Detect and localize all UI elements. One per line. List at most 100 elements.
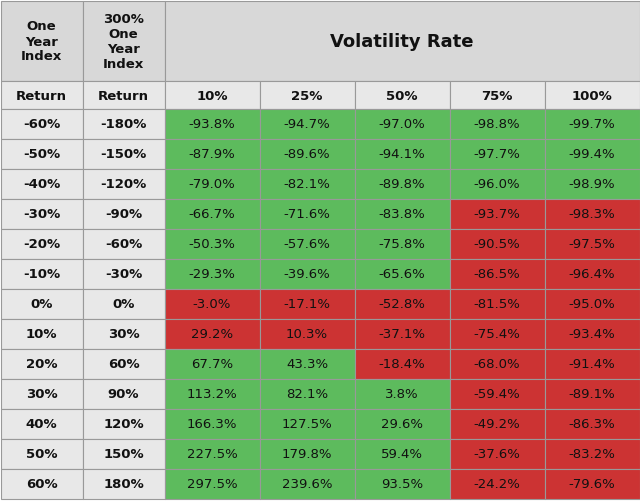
Text: -86.3%: -86.3%: [568, 418, 616, 431]
Text: -97.0%: -97.0%: [379, 118, 426, 131]
Bar: [355, 260, 449, 290]
Text: -96.4%: -96.4%: [569, 268, 615, 281]
Text: -89.8%: -89.8%: [379, 178, 426, 191]
Text: 20%: 20%: [26, 358, 57, 371]
Bar: [83, 349, 164, 379]
Bar: [83, 199, 164, 229]
Text: 127.5%: 127.5%: [282, 418, 332, 431]
Text: 30%: 30%: [26, 388, 58, 401]
Bar: [1, 349, 83, 379]
Text: 29.2%: 29.2%: [191, 328, 233, 341]
Text: 150%: 150%: [103, 447, 144, 460]
Bar: [1, 110, 83, 140]
Text: -120%: -120%: [100, 178, 147, 191]
Text: -87.9%: -87.9%: [189, 148, 236, 161]
Text: 93.5%: 93.5%: [381, 477, 423, 490]
Bar: [164, 110, 259, 140]
Text: 25%: 25%: [291, 89, 323, 102]
Text: -30%: -30%: [23, 208, 60, 221]
Text: 300%
One
Year
Index: 300% One Year Index: [103, 13, 144, 71]
Bar: [545, 409, 639, 439]
Text: -96.0%: -96.0%: [474, 178, 520, 191]
Bar: [545, 319, 639, 349]
Bar: [449, 260, 545, 290]
Bar: [259, 199, 355, 229]
Text: -52.8%: -52.8%: [379, 298, 426, 311]
Text: 100%: 100%: [572, 89, 612, 102]
Text: -37.6%: -37.6%: [474, 447, 520, 460]
Text: -29.3%: -29.3%: [189, 268, 236, 281]
Text: -37.1%: -37.1%: [378, 328, 426, 341]
Bar: [164, 199, 259, 229]
Bar: [545, 290, 639, 319]
Bar: [164, 349, 259, 379]
Text: -89.1%: -89.1%: [568, 388, 616, 401]
Bar: [259, 409, 355, 439]
Bar: [259, 110, 355, 140]
Text: 10.3%: 10.3%: [286, 328, 328, 341]
Bar: [259, 439, 355, 469]
Bar: [545, 469, 639, 499]
Bar: [1, 379, 83, 409]
Bar: [545, 439, 639, 469]
Text: -65.6%: -65.6%: [379, 268, 426, 281]
Text: 75%: 75%: [481, 89, 513, 102]
Bar: [355, 140, 449, 170]
Bar: [259, 82, 355, 110]
Bar: [449, 110, 545, 140]
Text: -66.7%: -66.7%: [189, 208, 236, 221]
Text: -49.2%: -49.2%: [474, 418, 520, 431]
Text: 0%: 0%: [30, 298, 52, 311]
Bar: [164, 439, 259, 469]
Bar: [355, 170, 449, 199]
Text: 67.7%: 67.7%: [191, 358, 233, 371]
Bar: [449, 379, 545, 409]
Text: -86.5%: -86.5%: [474, 268, 520, 281]
Bar: [449, 409, 545, 439]
Text: -180%: -180%: [100, 118, 147, 131]
Bar: [1, 409, 83, 439]
Text: 0%: 0%: [112, 298, 134, 311]
Text: 50%: 50%: [387, 89, 418, 102]
Text: -40%: -40%: [23, 178, 60, 191]
Text: Return: Return: [16, 89, 67, 102]
Bar: [83, 82, 164, 110]
Bar: [355, 82, 449, 110]
Bar: [164, 409, 259, 439]
Bar: [545, 170, 639, 199]
Bar: [164, 260, 259, 290]
Bar: [259, 140, 355, 170]
Text: -17.1%: -17.1%: [284, 298, 330, 311]
Text: 90%: 90%: [108, 388, 140, 401]
Text: 3.8%: 3.8%: [385, 388, 419, 401]
Text: -93.4%: -93.4%: [568, 328, 616, 341]
Text: 50%: 50%: [26, 447, 57, 460]
Bar: [545, 260, 639, 290]
Bar: [355, 349, 449, 379]
Text: -10%: -10%: [23, 268, 60, 281]
Bar: [83, 290, 164, 319]
Bar: [1, 82, 83, 110]
Text: -82.1%: -82.1%: [284, 178, 330, 191]
Bar: [83, 319, 164, 349]
Bar: [355, 469, 449, 499]
Bar: [83, 409, 164, 439]
Text: 179.8%: 179.8%: [282, 447, 332, 460]
Text: -79.6%: -79.6%: [568, 477, 616, 490]
Bar: [259, 260, 355, 290]
Bar: [545, 229, 639, 260]
Bar: [449, 290, 545, 319]
Text: 120%: 120%: [103, 418, 144, 431]
Text: -94.7%: -94.7%: [284, 118, 330, 131]
Text: 239.6%: 239.6%: [282, 477, 332, 490]
Bar: [164, 319, 259, 349]
Bar: [259, 379, 355, 409]
Bar: [259, 349, 355, 379]
Text: 59.4%: 59.4%: [381, 447, 423, 460]
Bar: [355, 290, 449, 319]
Bar: [1, 140, 83, 170]
Bar: [164, 229, 259, 260]
Text: 29.6%: 29.6%: [381, 418, 423, 431]
Text: -95.0%: -95.0%: [568, 298, 616, 311]
Text: Return: Return: [98, 89, 149, 102]
